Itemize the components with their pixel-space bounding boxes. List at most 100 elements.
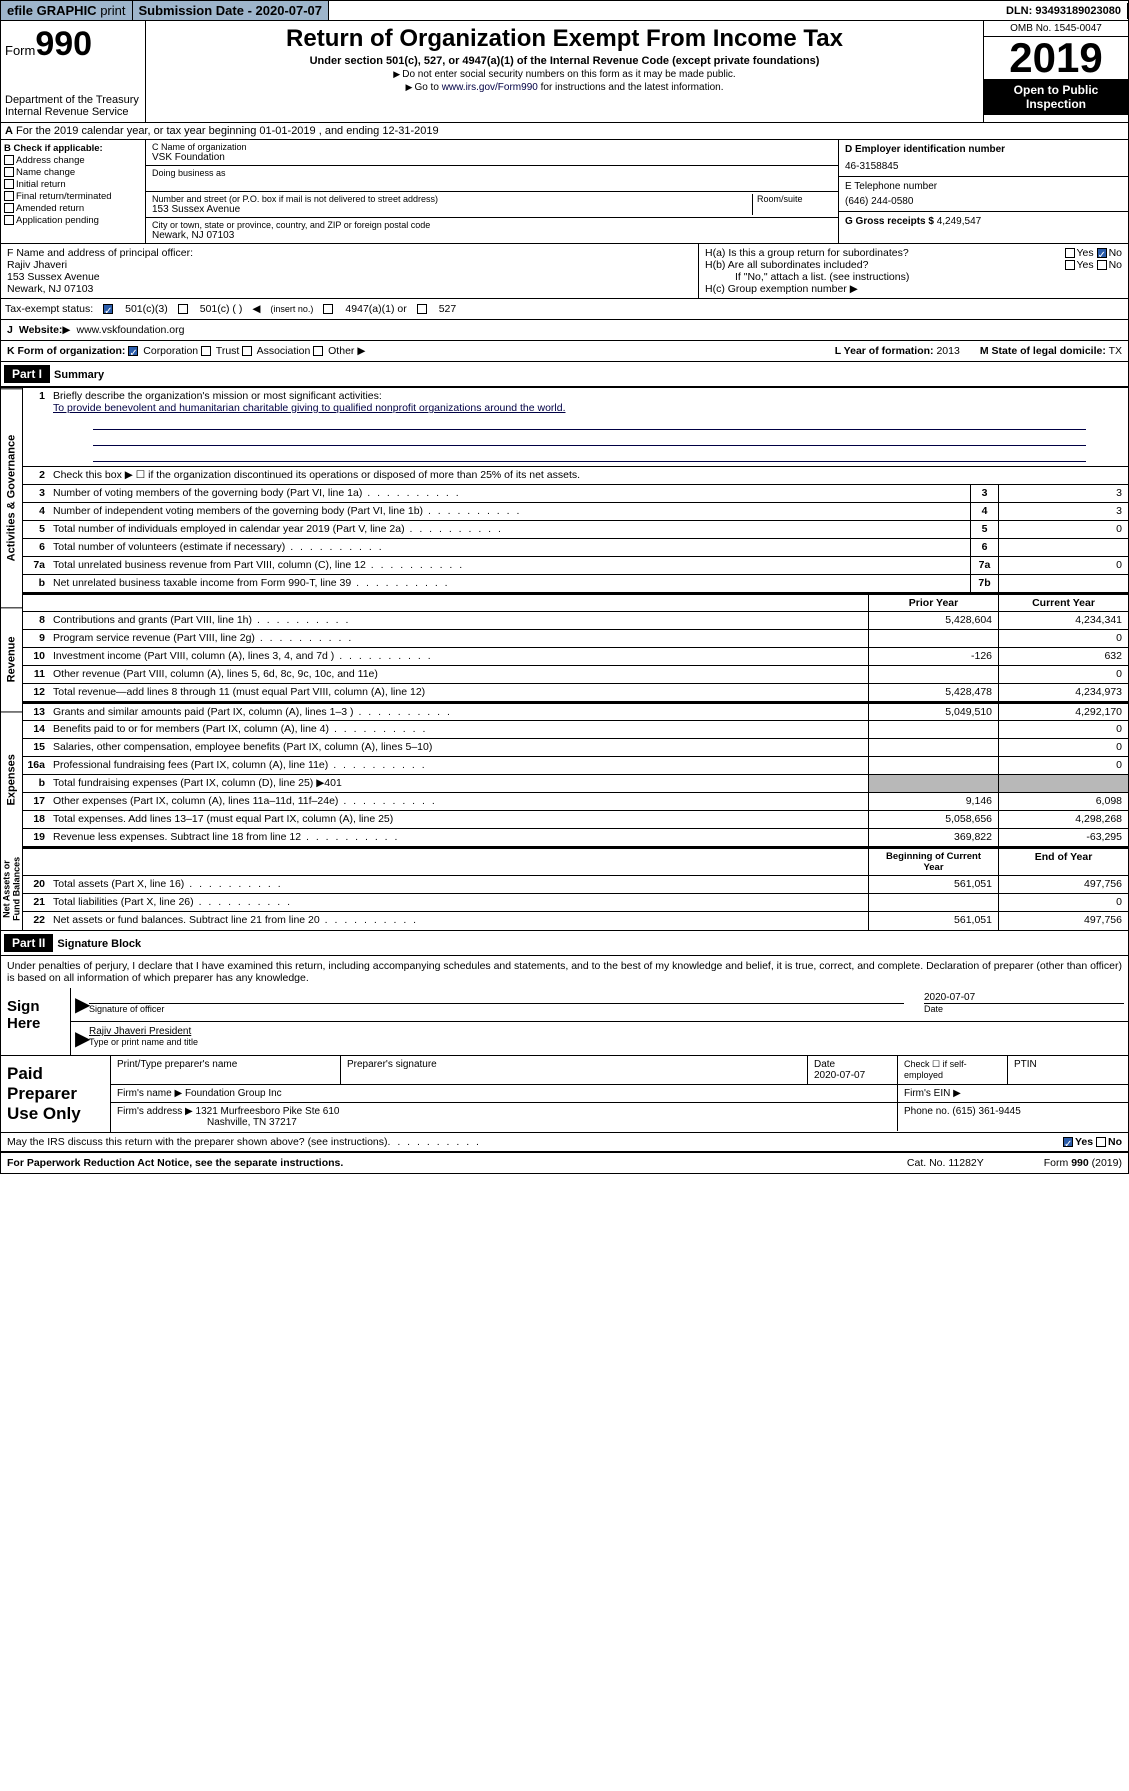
addr-label: Number and street (or P.O. box if mail i…	[152, 194, 752, 204]
c8: 4,234,341	[998, 612, 1128, 629]
hdr-prior: Prior Year	[868, 595, 998, 611]
dba-label: Doing business as	[152, 168, 832, 178]
sign-here-label: Sign Here	[1, 988, 71, 1055]
hb: H(b) Are all subordinates included? Yes …	[705, 259, 1122, 271]
c22: 497,756	[998, 912, 1128, 930]
footer: For Paperwork Reduction Act Notice, see …	[0, 1151, 1129, 1174]
firm-name: Foundation Group Inc	[185, 1088, 282, 1099]
form-ref: Form 990 (2019)	[1044, 1157, 1122, 1169]
l16a: Professional fundraising fees (Part IX, …	[51, 757, 868, 774]
city-label: City or town, state or province, country…	[152, 220, 832, 230]
l12: Total revenue—add lines 8 through 11 (mu…	[51, 684, 868, 701]
form-subtitle: Under section 501(c), 527, or 4947(a)(1)…	[150, 55, 979, 67]
hb-note: If "No," attach a list. (see instruction…	[735, 271, 1122, 283]
l2: Check this box ▶ ☐ if the organization d…	[51, 467, 1128, 484]
form-title: Return of Organization Exempt From Incom…	[150, 25, 979, 53]
k-corp[interactable]: ✓	[128, 346, 138, 356]
p12: 5,428,478	[868, 684, 998, 701]
v4: 3	[998, 503, 1128, 520]
check-initial[interactable]: Initial return	[4, 179, 142, 190]
fgh-row: F Name and address of principal officer:…	[0, 244, 1129, 299]
p21	[868, 894, 998, 911]
p8: 5,428,604	[868, 612, 998, 629]
hc: H(c) Group exemption number ▶	[705, 283, 1122, 295]
period-row: A For the 2019 calendar year, or tax yea…	[0, 123, 1129, 140]
hdr-begin: Beginning of Current Year	[868, 849, 998, 875]
c16a: 0	[998, 757, 1128, 774]
ein: 46-3158845	[845, 161, 1122, 172]
p19: 369,822	[868, 829, 998, 846]
l20: Total assets (Part X, line 16)	[51, 876, 868, 893]
d-label: D Employer identification number	[845, 144, 1005, 155]
p13: 5,049,510	[868, 704, 998, 720]
check-final[interactable]: Final return/terminated	[4, 191, 142, 202]
hdr-end: End of Year	[998, 849, 1128, 875]
check-name[interactable]: Name change	[4, 167, 142, 178]
prep-sig-hdr: Preparer's signature	[341, 1056, 808, 1084]
room-label: Room/suite	[752, 194, 832, 215]
l1: Briefly describe the organization's miss…	[53, 390, 382, 402]
paid-label: Paid Preparer Use Only	[1, 1056, 111, 1132]
note-ssn: Do not enter social security numbers on …	[150, 69, 979, 80]
check-address[interactable]: Address change	[4, 155, 142, 166]
discuss-yes[interactable]: ✓	[1063, 1137, 1073, 1147]
v3: 3	[998, 485, 1128, 502]
dln: DLN: 93493189023080	[1000, 3, 1128, 19]
l13: Grants and similar amounts paid (Part IX…	[51, 704, 868, 720]
city: Newark, NJ 07103	[152, 230, 832, 241]
part-ii-header: Part II	[4, 934, 53, 952]
check-pending[interactable]: Application pending	[4, 215, 142, 226]
l3: Number of voting members of the governin…	[51, 485, 970, 502]
firm-ein: Firm's EIN ▶	[898, 1085, 1128, 1102]
section-b: B Check if applicable: Address change Na…	[0, 140, 1129, 244]
c19: -63,295	[998, 829, 1128, 846]
ptin-hdr: PTIN	[1008, 1056, 1128, 1084]
status-501c3[interactable]: ✓	[103, 304, 113, 314]
l10: Investment income (Part VIII, column (A)…	[51, 648, 868, 665]
efile-label: efile GRAPHIC print	[1, 1, 133, 20]
c15: 0	[998, 739, 1128, 756]
gross-receipts: 4,249,547	[937, 216, 982, 227]
f-addr1: 153 Sussex Avenue	[7, 271, 692, 283]
l11: Other revenue (Part VIII, column (A), li…	[51, 666, 868, 683]
note-link: Go to www.irs.gov/Form990 for instructio…	[150, 82, 979, 93]
l6: Total number of volunteers (estimate if …	[51, 539, 970, 556]
part-ii-title: Signature Block	[57, 938, 141, 950]
k-row: K Form of organization: ✓ Corporation Tr…	[0, 341, 1129, 362]
ha-no-checked[interactable]: ✓	[1097, 248, 1107, 258]
sig-date: 2020-07-07	[924, 992, 1124, 1003]
p22: 561,051	[868, 912, 998, 930]
firm-addr1: 1321 Murfreesboro Pike Ste 610	[196, 1106, 340, 1117]
f-label: F Name and address of principal officer:	[7, 247, 692, 259]
status-row: Tax-exempt status: ✓501(c)(3) 501(c) ( )…	[0, 299, 1129, 320]
l7b: Net unrelated business taxable income fr…	[51, 575, 970, 592]
form-header: Form990 Department of the Treasury Inter…	[0, 21, 1129, 123]
c10: 632	[998, 648, 1128, 665]
c20: 497,756	[998, 876, 1128, 893]
b-label: B Check if applicable:	[4, 143, 142, 154]
l1-text: To provide benevolent and humanitarian c…	[53, 402, 566, 414]
p10: -126	[868, 648, 998, 665]
self-emp: Check ☐ if self-employed	[898, 1056, 1008, 1084]
ha: H(a) Is this a group return for subordin…	[705, 247, 1122, 259]
part-i-title: Summary	[54, 369, 104, 381]
c17: 6,098	[998, 793, 1128, 810]
p15	[868, 739, 998, 756]
part-i-header: Part I	[4, 365, 50, 383]
v7b	[998, 575, 1128, 592]
l9: Program service revenue (Part VIII, line…	[51, 630, 868, 647]
l21: Total liabilities (Part X, line 26)	[51, 894, 868, 911]
irs-link[interactable]: www.irs.gov/Form990	[442, 82, 538, 93]
perjury-text: Under penalties of perjury, I declare th…	[1, 956, 1128, 988]
year-formation: 2013	[936, 345, 959, 357]
l5: Total number of individuals employed in …	[51, 521, 970, 538]
website[interactable]: www.vskfoundation.org	[77, 324, 185, 336]
f-addr2: Newark, NJ 07103	[7, 283, 692, 295]
check-amended[interactable]: Amended return	[4, 203, 142, 214]
c11: 0	[998, 666, 1128, 683]
l4: Number of independent voting members of …	[51, 503, 970, 520]
c-name-label: C Name of organization	[152, 142, 832, 152]
p16a	[868, 757, 998, 774]
open-public: Open to Public Inspection	[984, 79, 1128, 115]
l7a: Total unrelated business revenue from Pa…	[51, 557, 970, 574]
